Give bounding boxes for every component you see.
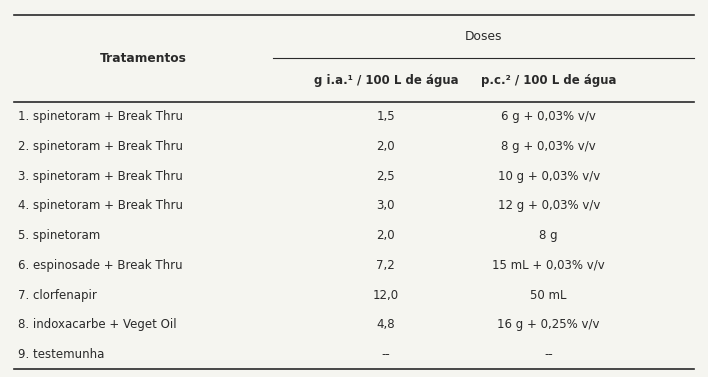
Text: 15 mL + 0,03% v/v: 15 mL + 0,03% v/v [492, 259, 605, 272]
Text: 1,5: 1,5 [377, 110, 395, 123]
Text: Tratamentos: Tratamentos [100, 52, 187, 65]
Text: 2,0: 2,0 [377, 229, 395, 242]
Text: 8. indoxacarbe + Veget Oil: 8. indoxacarbe + Veget Oil [18, 318, 176, 331]
Text: g i.a.¹ / 100 L de água: g i.a.¹ / 100 L de água [314, 74, 458, 87]
Text: 8 g: 8 g [539, 229, 558, 242]
Text: p.c.² / 100 L de água: p.c.² / 100 L de água [481, 74, 617, 87]
Text: --: -- [382, 348, 390, 361]
Text: 7. clorfenapir: 7. clorfenapir [18, 289, 96, 302]
Text: 5. spinetoram: 5. spinetoram [18, 229, 100, 242]
Text: 4. spinetoram + Break Thru: 4. spinetoram + Break Thru [18, 199, 183, 212]
Text: 8 g + 0,03% v/v: 8 g + 0,03% v/v [501, 140, 596, 153]
Text: 6. espinosade + Break Thru: 6. espinosade + Break Thru [18, 259, 183, 272]
Text: 7,2: 7,2 [377, 259, 395, 272]
Text: 4,8: 4,8 [377, 318, 395, 331]
Text: 2. spinetoram + Break Thru: 2. spinetoram + Break Thru [18, 140, 183, 153]
Text: --: -- [544, 348, 553, 361]
Text: Doses: Doses [464, 30, 502, 43]
Text: 2,0: 2,0 [377, 140, 395, 153]
Text: 2,5: 2,5 [377, 170, 395, 182]
Text: 3. spinetoram + Break Thru: 3. spinetoram + Break Thru [18, 170, 183, 182]
Text: 16 g + 0,25% v/v: 16 g + 0,25% v/v [498, 318, 600, 331]
Text: 6 g + 0,03% v/v: 6 g + 0,03% v/v [501, 110, 596, 123]
Text: 9. testemunha: 9. testemunha [18, 348, 104, 361]
Text: 10 g + 0,03% v/v: 10 g + 0,03% v/v [498, 170, 600, 182]
Text: 50 mL: 50 mL [530, 289, 567, 302]
Text: 3,0: 3,0 [377, 199, 395, 212]
Text: 12 g + 0,03% v/v: 12 g + 0,03% v/v [498, 199, 600, 212]
Text: 1. spinetoram + Break Thru: 1. spinetoram + Break Thru [18, 110, 183, 123]
Text: 12,0: 12,0 [373, 289, 399, 302]
